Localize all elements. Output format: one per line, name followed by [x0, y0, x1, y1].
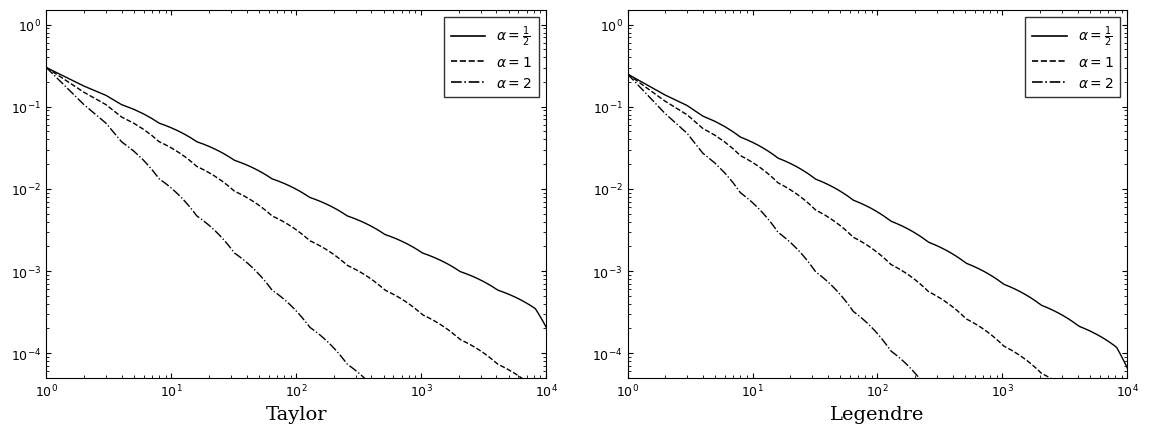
Legend: $\alpha = \frac{1}{2}$, $\alpha = 1$, $\alpha = 2$: $\alpha = \frac{1}{2}$, $\alpha = 1$, $\… — [444, 18, 539, 98]
X-axis label: Legendre: Legendre — [830, 405, 925, 423]
Legend: $\alpha = \frac{1}{2}$, $\alpha = 1$, $\alpha = 2$: $\alpha = \frac{1}{2}$, $\alpha = 1$, $\… — [1025, 18, 1120, 98]
X-axis label: Taylor: Taylor — [266, 405, 327, 423]
